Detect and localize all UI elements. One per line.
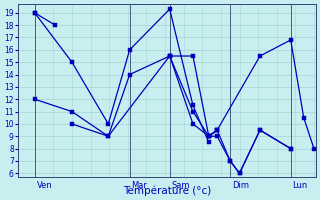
Text: Sam: Sam <box>172 181 190 190</box>
Text: Lun: Lun <box>292 181 308 190</box>
X-axis label: Température (°c): Température (°c) <box>123 185 211 196</box>
Text: Dim: Dim <box>232 181 249 190</box>
Text: Ven: Ven <box>36 181 52 190</box>
Text: Mar: Mar <box>132 181 148 190</box>
